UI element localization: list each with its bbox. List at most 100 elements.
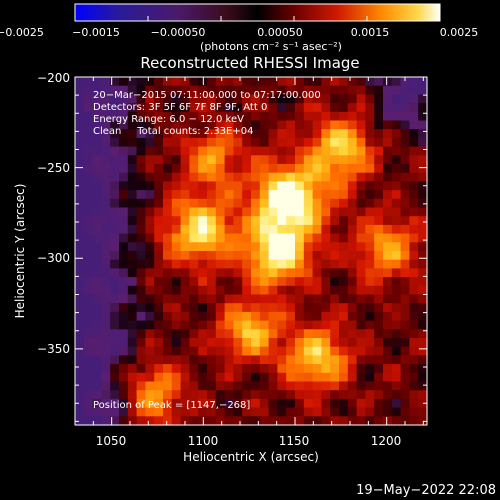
heatmap-cell [374,294,384,304]
heatmap-cell [207,416,217,426]
heatmap-cell [83,164,94,174]
heatmap-cell [110,137,120,148]
heatmap-cell [101,381,111,391]
heatmap-cell [356,346,366,356]
heatmap-cell [400,172,410,182]
heatmap-cell [251,311,261,322]
heatmap-cell [268,251,278,261]
heatmap-cell [163,311,173,322]
heatmap-cell [163,120,173,130]
heatmap-cell [127,190,138,200]
heatmap-cell [374,285,384,296]
heatmap-cell [365,355,375,365]
heatmap-cell [171,303,182,313]
heatmap-cell [286,364,296,374]
heatmap-cell [127,381,138,391]
heatmap-cell [339,190,349,200]
heatmap-cell [312,251,322,261]
heatmap-cell [391,198,402,209]
heatmap-cell [312,198,322,209]
heatmap-cell [365,103,375,113]
heatmap-cell [75,111,85,122]
heatmap-cell [251,190,261,200]
heatmap-cell [356,129,366,139]
heatmap-cell [365,164,375,174]
heatmap-cell [365,416,375,426]
heatmap-cell [312,129,322,139]
heatmap-cell [321,251,331,261]
heatmap-cell [145,77,155,87]
heatmap-cell [409,390,419,400]
heatmap-cell [233,233,243,243]
heatmap-cell [136,390,146,400]
heatmap-cell [242,242,252,252]
heatmap-cell [215,172,226,182]
heatmap-cell [224,94,234,104]
heatmap-cell [418,311,428,322]
heatmap-cell [233,355,243,365]
heatmap-cell [391,259,402,269]
heatmap-cell [101,407,111,417]
heatmap-cell [101,233,111,243]
heatmap-cell [383,407,393,417]
heatmap-cell [198,364,208,374]
heatmap-cell [418,416,428,426]
heatmap-cell [277,277,287,287]
heatmap-cell [198,181,208,191]
heatmap-cell [409,398,419,409]
heatmap-cell [215,207,226,217]
heatmap-cell [145,303,155,313]
heatmap-cell [383,398,393,409]
heatmap-cell [268,259,278,269]
heatmap-cell [189,320,199,330]
heatmap-cell [189,111,199,122]
heatmap-cell [198,224,208,235]
heatmap-cell [224,390,234,400]
heatmap-cell [418,338,428,348]
heatmap-cell [295,355,305,365]
heatmap-cell [180,155,190,165]
heatmap-cell [383,198,393,209]
heatmap-cell [180,268,190,278]
heatmap-cell [233,372,243,383]
heatmap-cell [242,381,252,391]
heatmap-cell [286,85,296,95]
heatmap-cell [286,320,296,330]
heatmap-cell [189,190,199,200]
heatmap-cell [321,233,331,243]
heatmap-cell [180,103,190,113]
heatmap-cell [224,181,234,191]
heatmap-cell [347,172,358,182]
heatmap-cell [383,94,393,104]
heatmap-cell [163,364,173,374]
heatmap-cell [391,329,402,339]
heatmap-cell [409,120,419,130]
heatmap-cell [409,216,419,226]
heatmap-cell [224,294,234,304]
heatmap-cell [347,198,358,209]
heatmap-cell [251,251,261,261]
heatmap-cell [189,303,199,313]
heatmap-cell [171,190,182,200]
heatmap-cell [303,277,314,287]
heatmap-cell [277,259,287,269]
heatmap-cell [365,277,375,287]
heatmap-cell [391,285,402,296]
heatmap-cell [347,329,358,339]
heatmap-cell [400,355,410,365]
heatmap-cell [330,77,340,87]
heatmap-cell [303,251,314,261]
heatmap-cell [400,407,410,417]
heatmap-cell [286,381,296,391]
heatmap-cell [383,137,393,148]
heatmap-cell [391,251,402,261]
heatmap-cell [233,224,243,235]
heatmap-cell [409,172,419,182]
heatmap-cell [119,155,129,165]
heatmap-cell [409,190,419,200]
heatmap-cell [400,164,410,174]
heatmap-cell [110,381,120,391]
heatmap-cell [110,164,120,174]
heatmap-cell [198,381,208,391]
heatmap-cell [198,155,208,165]
